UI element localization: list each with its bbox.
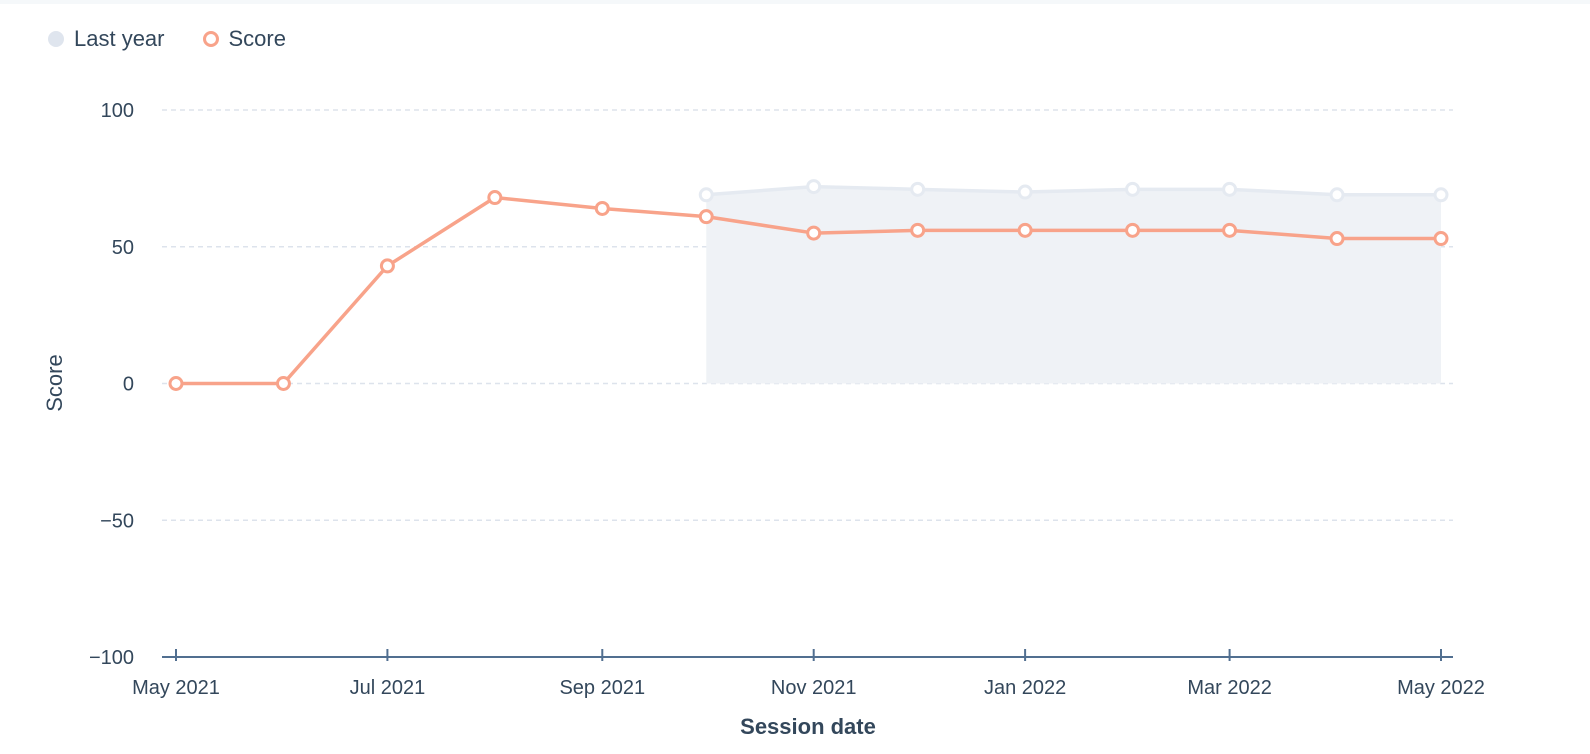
legend-swatch-last-year xyxy=(48,31,64,47)
point-last-year xyxy=(1125,181,1141,197)
point-score xyxy=(1329,231,1345,247)
axes: 100 50 0 −50 −100 May 2021 Jul 2021 Sep 2021 Nov… xyxy=(89,100,1485,699)
point-last-year xyxy=(910,181,926,197)
x-tick-label: Nov 2021 xyxy=(771,677,857,699)
x-tick-label: May 2021 xyxy=(132,677,220,699)
point-score xyxy=(1125,222,1141,238)
point-score xyxy=(698,209,714,225)
point-score xyxy=(487,190,503,206)
data-points xyxy=(168,179,1449,391)
y-axis-title: Score xyxy=(42,354,67,411)
point-score xyxy=(594,200,610,216)
legend-swatch-score xyxy=(202,31,219,47)
point-score xyxy=(275,376,291,391)
y-tick-label: 100 xyxy=(101,100,134,122)
x-tick-label: May 2022 xyxy=(1397,677,1485,699)
y-tick-label: 0 xyxy=(123,374,134,396)
line-last-year xyxy=(706,184,1441,197)
y-tick-label: −50 xyxy=(100,510,134,532)
x-tick-label: Mar 2022 xyxy=(1187,677,1272,699)
point-last-year xyxy=(806,179,822,195)
x-tick-label: Jan 2022 xyxy=(984,677,1066,699)
point-score xyxy=(806,225,822,241)
point-last-year xyxy=(1222,181,1238,197)
point-score xyxy=(168,376,184,391)
area-last-year xyxy=(706,186,1441,384)
x-tick-label: Sep 2021 xyxy=(559,677,645,699)
top-divider xyxy=(0,0,1590,4)
legend-item-last-year[interactable]: Last year xyxy=(48,26,165,52)
point-score xyxy=(1017,222,1033,238)
point-last-year xyxy=(1433,187,1449,203)
point-score xyxy=(379,258,395,274)
y-tick-label: −100 xyxy=(89,647,134,669)
point-last-year xyxy=(698,187,714,203)
point-score xyxy=(1433,231,1449,247)
point-score xyxy=(910,222,926,238)
legend-label-last-year: Last year xyxy=(74,26,165,51)
legend-label-score: Score xyxy=(228,26,286,51)
point-score xyxy=(1222,222,1238,238)
point-last-year xyxy=(1329,187,1345,203)
point-last-year xyxy=(1017,184,1033,200)
x-axis-title: Session date xyxy=(740,714,876,739)
chart-legend: Last year Score xyxy=(48,26,324,52)
legend-item-score[interactable]: Score xyxy=(202,26,286,52)
x-tick-label: Jul 2021 xyxy=(350,677,426,699)
last-year-area xyxy=(706,186,1441,384)
y-tick-label: 50 xyxy=(112,237,134,259)
